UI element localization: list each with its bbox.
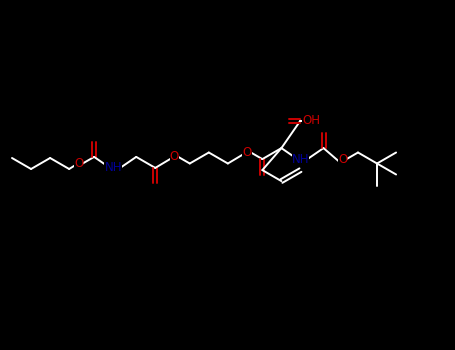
Text: NH: NH — [104, 161, 122, 174]
Text: NH: NH — [292, 153, 309, 166]
Text: O: O — [338, 153, 347, 166]
Text: O: O — [243, 146, 252, 159]
Text: OH: OH — [303, 114, 320, 127]
Text: O: O — [74, 157, 83, 170]
Text: O: O — [170, 150, 179, 163]
